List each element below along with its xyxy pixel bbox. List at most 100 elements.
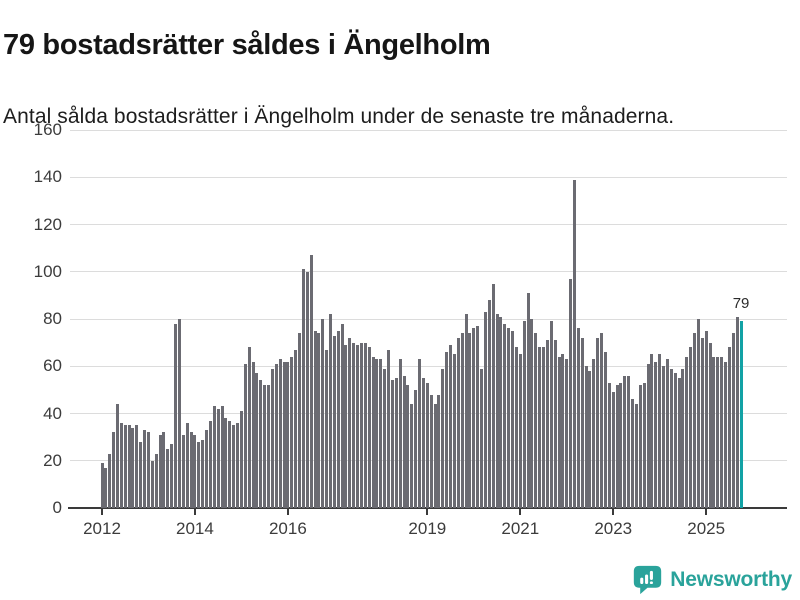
bar — [731, 333, 735, 508]
x-axis-tick-2012 — [101, 509, 103, 515]
bar — [480, 368, 484, 508]
bar — [472, 328, 476, 508]
bar — [298, 333, 302, 508]
x-axis-label-2021: 2021 — [501, 519, 540, 538]
bar — [402, 375, 406, 508]
bar — [332, 335, 336, 508]
bar-chart: 79 0 20 40 60 80 100 120 140 160 2012 2014 2016 2019… — [34, 120, 787, 538]
y-axis-label-100: 100 — [33, 261, 62, 281]
bar — [557, 356, 561, 508]
bar — [294, 349, 298, 508]
y-axis-label-20: 20 — [43, 450, 62, 470]
bar — [270, 368, 274, 508]
bar — [410, 404, 414, 508]
bar — [251, 361, 255, 508]
bar — [212, 406, 216, 508]
bar — [263, 385, 267, 508]
bar — [503, 323, 507, 508]
page-title: 79 bostadsrätter såldes i Ängelholm — [3, 29, 491, 62]
bar — [631, 399, 635, 508]
bar — [143, 430, 147, 508]
gridline-140 — [70, 176, 787, 178]
bar — [654, 361, 658, 508]
bar — [464, 314, 468, 508]
bar — [549, 321, 553, 508]
bar — [278, 359, 282, 508]
bar — [534, 333, 538, 508]
x-axis-line — [68, 507, 787, 509]
x-axis-tick-2025 — [705, 509, 708, 515]
newsworthy-logo[interactable]: Newsworthy — [632, 564, 792, 595]
bar — [170, 444, 174, 508]
bar — [406, 385, 410, 508]
bar — [181, 434, 185, 508]
gridline-100 — [70, 271, 787, 273]
bar — [569, 278, 573, 508]
bar — [359, 342, 363, 508]
bar — [720, 356, 724, 508]
bar-highlighted-latest — [739, 321, 743, 508]
bar — [220, 406, 224, 508]
bar — [177, 319, 181, 508]
bar — [580, 337, 584, 508]
bar — [727, 347, 731, 508]
bar — [456, 337, 460, 508]
bar — [665, 359, 669, 508]
bar — [592, 359, 596, 508]
bar — [383, 368, 387, 508]
bar — [189, 432, 193, 508]
chart-subtitle: Antal sålda bostadsrätter i Ängelholm un… — [3, 105, 675, 128]
gridline-80 — [70, 318, 787, 320]
bar — [511, 330, 515, 508]
bar — [375, 359, 379, 508]
bar — [112, 432, 116, 508]
y-axis-label-120: 120 — [33, 214, 62, 234]
bar — [301, 269, 305, 508]
bar — [255, 373, 259, 508]
bar — [418, 359, 422, 508]
bar — [208, 420, 212, 508]
x-axis-label-2025: 2025 — [687, 519, 726, 538]
bar — [239, 411, 243, 508]
bar — [127, 425, 131, 508]
bar — [607, 382, 611, 508]
y-axis-label-40: 40 — [43, 403, 62, 423]
bar — [662, 366, 666, 508]
x-axis-label-2019: 2019 — [408, 519, 447, 538]
bar — [185, 422, 189, 508]
bar — [367, 347, 371, 508]
bar — [158, 434, 162, 508]
bar — [224, 418, 228, 508]
bar — [735, 316, 739, 508]
bar — [282, 361, 286, 508]
bar — [313, 330, 317, 508]
last-value-annotation: 79 — [732, 295, 750, 313]
bar — [232, 425, 236, 508]
bar — [425, 382, 429, 508]
bar — [704, 330, 708, 508]
bar — [336, 330, 340, 508]
y-axis-label-80: 80 — [43, 309, 62, 328]
bar — [658, 354, 662, 508]
bar — [627, 375, 631, 508]
bar — [650, 354, 654, 508]
bar — [205, 430, 209, 508]
bar — [700, 337, 704, 508]
bar — [193, 434, 197, 508]
bar — [267, 385, 271, 508]
bar — [588, 370, 592, 508]
bar — [623, 375, 627, 508]
bar — [356, 345, 360, 508]
bar — [390, 380, 394, 508]
bar — [348, 337, 352, 508]
bar — [325, 349, 329, 508]
bar — [619, 382, 623, 508]
bar — [321, 319, 325, 508]
bar — [162, 432, 166, 508]
bar — [174, 323, 178, 508]
bar — [708, 342, 712, 508]
newsworthy-bubble-icon — [634, 565, 662, 595]
bar — [139, 441, 143, 508]
y-axis-label-60: 60 — [43, 356, 62, 376]
bar — [611, 392, 615, 508]
